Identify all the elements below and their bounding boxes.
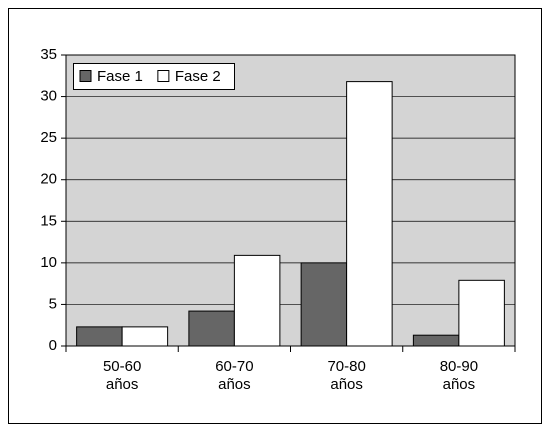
bar: [233, 254, 281, 347]
bar: [346, 81, 393, 347]
y-tick-label: 30: [40, 88, 57, 105]
x-tick-label: 60-70 años: [215, 358, 253, 393]
y-tick-label: 0: [49, 337, 57, 354]
y-tick-label: 25: [40, 129, 57, 146]
y-tick-label: 10: [40, 254, 57, 271]
bar: [188, 310, 235, 347]
y-tick-label: 20: [40, 171, 57, 188]
legend-swatch: [157, 70, 170, 82]
bar: [458, 279, 505, 347]
y-tick-label: 35: [40, 46, 57, 63]
legend-label: Fase 2: [175, 68, 221, 85]
y-tick-label: 5: [49, 295, 57, 312]
bar: [300, 262, 348, 347]
x-tick-label: 70-80 años: [327, 358, 365, 393]
bar: [412, 334, 460, 347]
x-tick-label: 80-90 años: [440, 358, 478, 393]
legend-swatch: [79, 70, 92, 82]
plot-area: [65, 54, 516, 347]
y-tick-label: 15: [40, 212, 57, 229]
x-tick-label: 50-60 años: [103, 358, 141, 393]
bar: [76, 326, 123, 347]
bar: [121, 326, 169, 347]
legend-box: [73, 63, 235, 90]
legend-label: Fase 1: [97, 68, 143, 85]
